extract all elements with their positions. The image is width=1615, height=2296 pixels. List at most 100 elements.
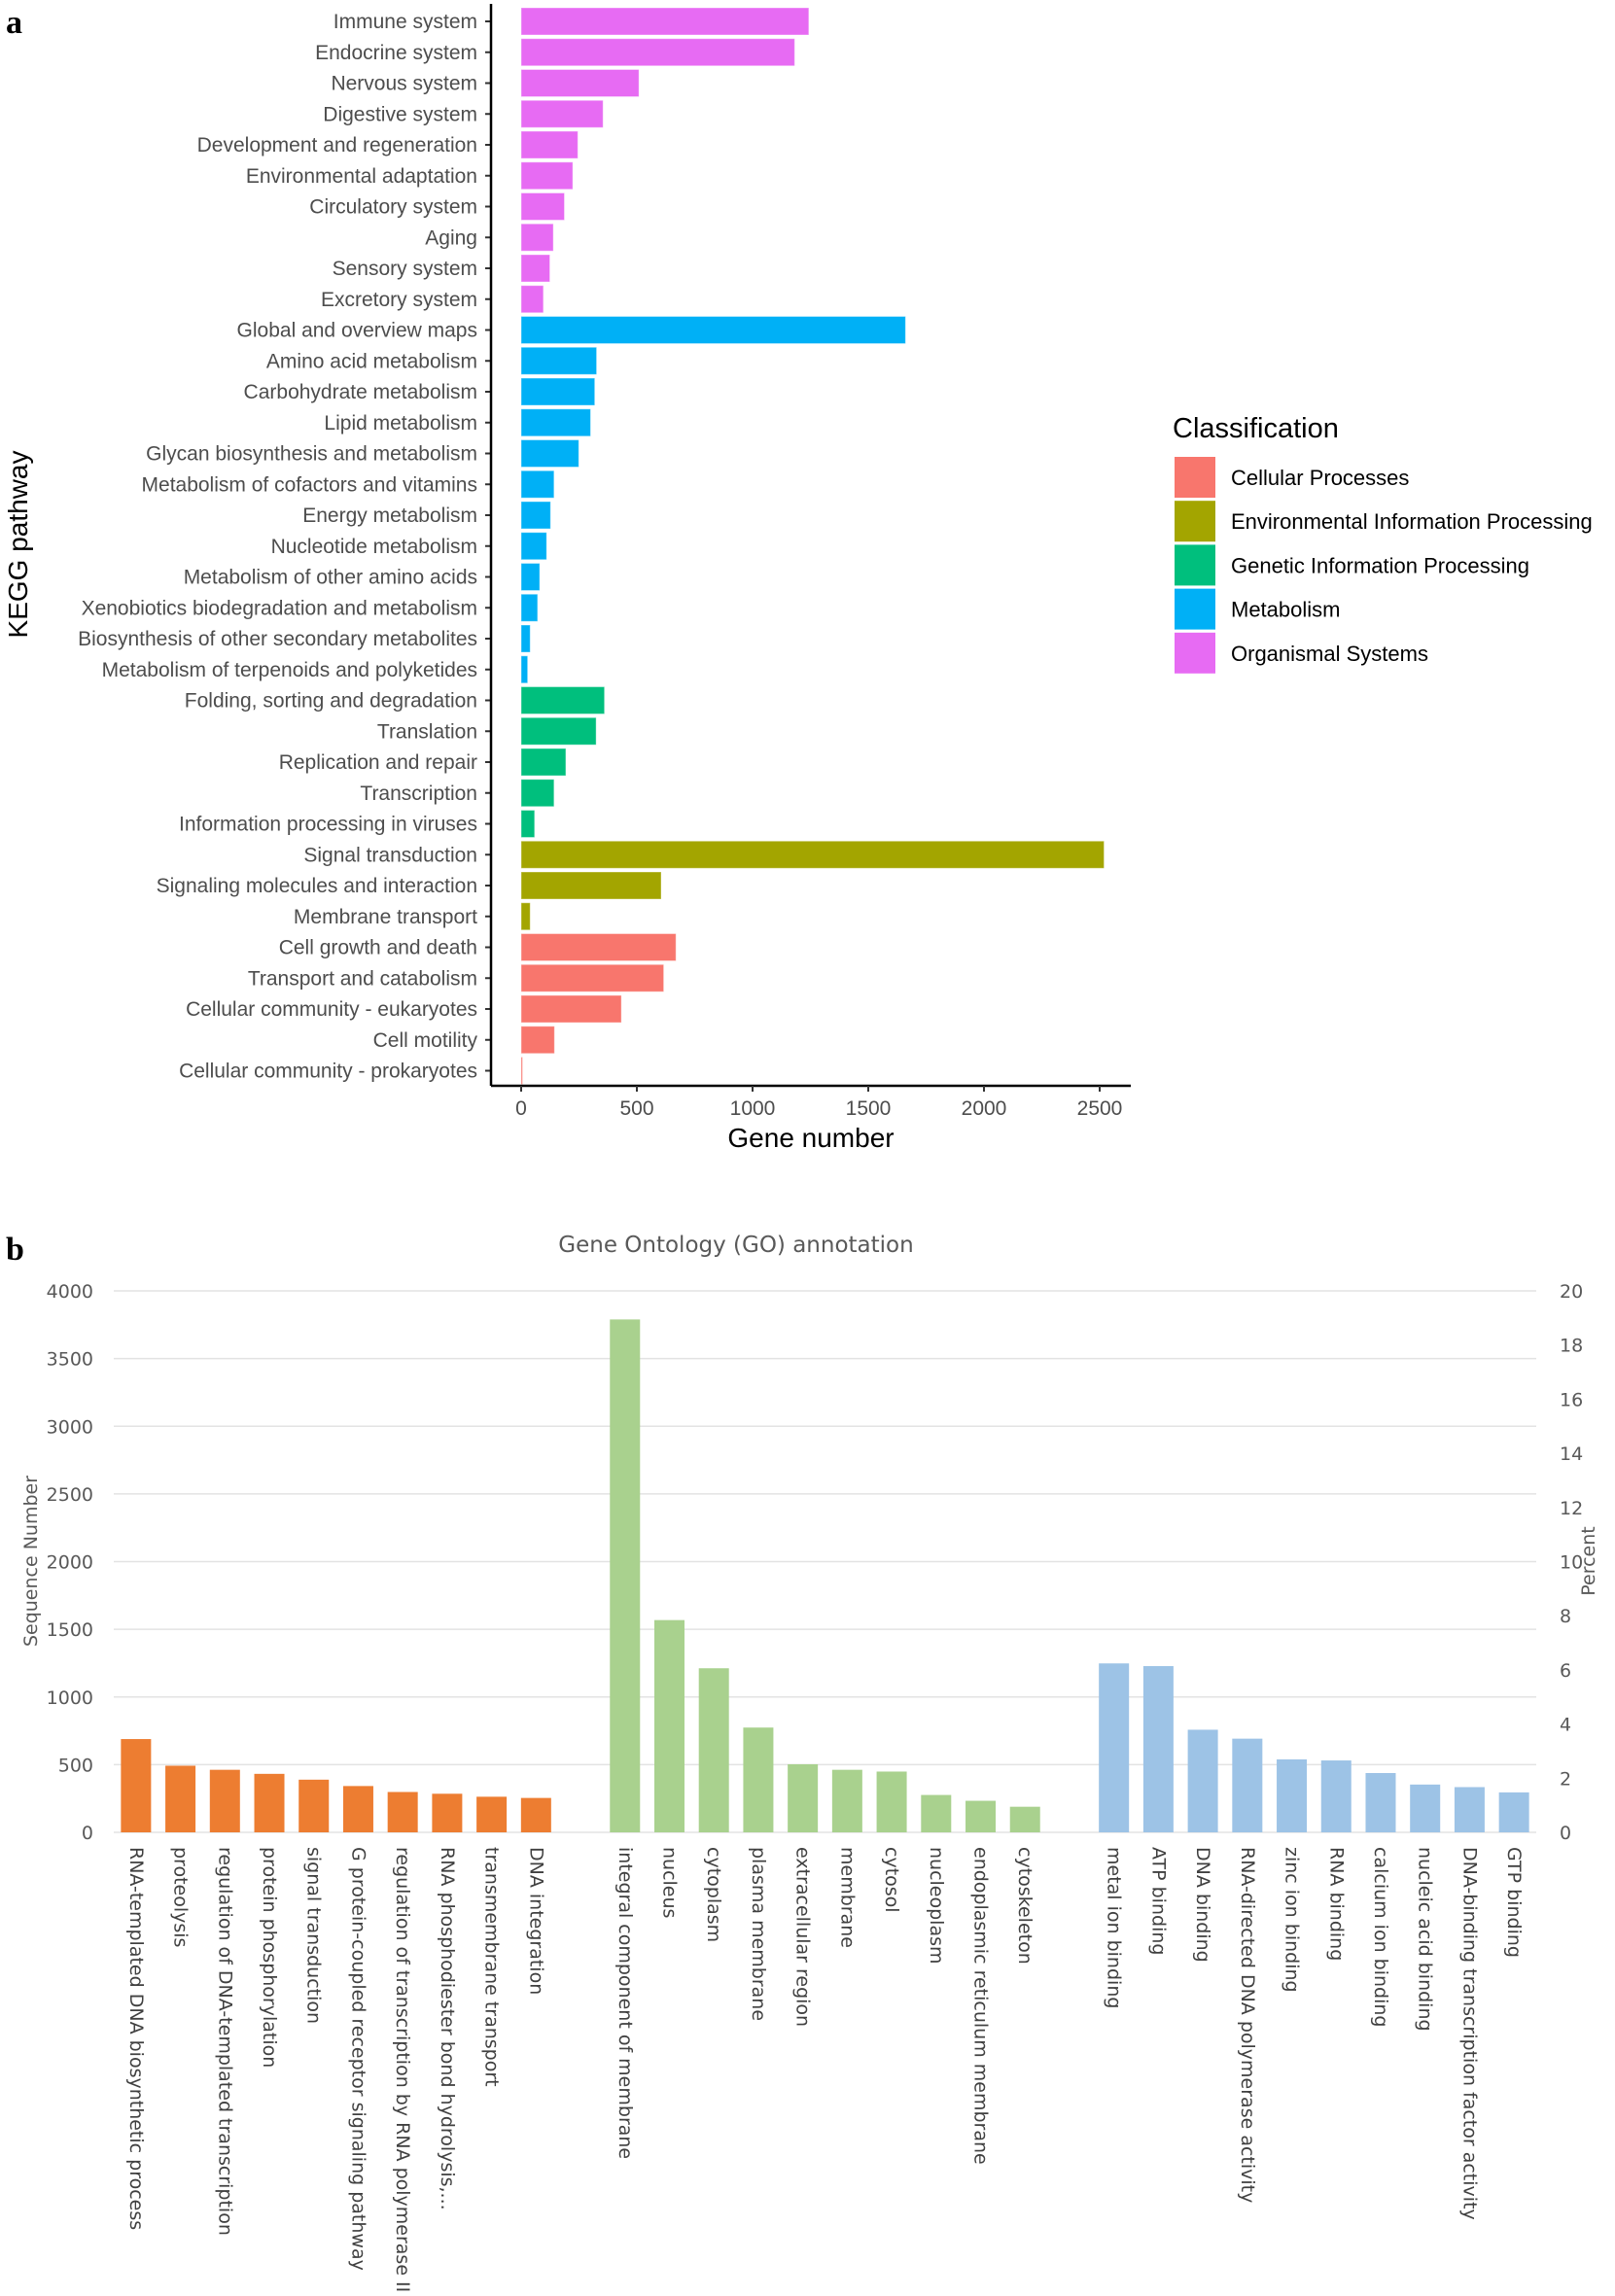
go-bar: [876, 1771, 907, 1832]
kegg-bar: [520, 933, 677, 961]
y2-tick-label: 20: [1560, 1281, 1583, 1303]
kegg-bar: [520, 779, 555, 808]
kegg-bar: [520, 1057, 523, 1085]
kegg-category-label: Sensory system: [333, 258, 477, 280]
y-tick-label: 2000: [47, 1552, 93, 1574]
y-tick-label: 3500: [47, 1349, 93, 1371]
kegg-category-label: Transport and catabolism: [248, 967, 477, 990]
kegg-category-label: Cell motility: [373, 1029, 478, 1052]
go-category-label: RNA binding: [1325, 1847, 1347, 1961]
panel-label-b: b: [6, 1232, 24, 1268]
kegg-category-label: Glycan biosynthesis and metabolism: [146, 443, 477, 466]
go-category-label: extracellular region: [792, 1847, 814, 2027]
kegg-bar: [520, 192, 566, 221]
go-bar: [1365, 1773, 1396, 1832]
y-tick-label: 1500: [47, 1619, 93, 1641]
y2-tick-label: 4: [1560, 1715, 1571, 1736]
x-tick-label: 1500: [846, 1097, 892, 1120]
kegg-category-label: Amino acid metabolism: [266, 350, 477, 372]
y-axis-title: KEGG pathway: [3, 451, 33, 639]
kegg-bar: [520, 223, 554, 252]
go-category-label: GTP binding: [1503, 1847, 1525, 1958]
kegg-category-label: Circulatory system: [309, 196, 477, 219]
y2-tick-label: 2: [1560, 1768, 1571, 1790]
kegg-category-label: Development and regeneration: [197, 134, 477, 157]
kegg-category-label: Membrane transport: [294, 906, 477, 928]
x-tick-label: 2000: [962, 1097, 1007, 1120]
go-category-label: calcium ion binding: [1370, 1847, 1391, 2028]
kegg-category-label: Cellular community - eukaryotes: [186, 998, 477, 1021]
kegg-bar: [520, 963, 665, 992]
kegg-category-label: Nucleotide metabolism: [271, 536, 477, 558]
go-category-label: protein phosphorylation: [259, 1847, 280, 2068]
kegg-bar: [520, 316, 906, 344]
go-category-label: nucleus: [658, 1847, 680, 1918]
go-category-label: signal transduction: [303, 1847, 325, 2024]
kegg-bar: [520, 470, 555, 499]
kegg-category-label: Immune system: [334, 11, 477, 33]
go-category-label: DNA-binding transcription factor activit…: [1458, 1847, 1480, 2220]
go-category-label: RNA-directed DNA polymerase activity: [1237, 1847, 1258, 2203]
go-bar: [1232, 1738, 1263, 1832]
kegg-bar: [520, 810, 536, 838]
go-category-label: membrane: [836, 1847, 858, 1948]
go-bar: [121, 1739, 152, 1832]
go-category-label: cytoskeleton: [1014, 1847, 1036, 1965]
y-tick-label: 3000: [47, 1416, 93, 1438]
go-bar: [831, 1769, 862, 1832]
go-bar: [743, 1727, 774, 1832]
kegg-bar: [520, 624, 531, 653]
kegg-bar: [520, 408, 591, 437]
legend-label: Metabolism: [1231, 598, 1340, 622]
go-category-label: RNA-templated DNA biosynthetic process: [125, 1847, 147, 2230]
kegg-category-label: Metabolism of terpenoids and polyketides: [102, 659, 477, 681]
go-category-label: regulation of transcription by RNA polym…: [392, 1847, 413, 2292]
y2-tick-label: 18: [1560, 1336, 1583, 1357]
y-tick-label: 2500: [47, 1484, 93, 1506]
kegg-category-label: Signaling molecules and interaction: [157, 875, 477, 897]
kegg-bar: [520, 130, 579, 159]
legend-swatch: [1175, 588, 1215, 630]
legend-label: Environmental Information Processing: [1231, 509, 1593, 534]
legend-swatch: [1175, 544, 1215, 586]
kegg-bar: [520, 840, 1106, 869]
kegg-bar: [520, 346, 598, 375]
legend-swatch: [1175, 501, 1215, 542]
go-category-label: proteolysis: [170, 1847, 192, 1947]
kegg-category-label: Translation: [377, 720, 477, 743]
go-bar: [209, 1769, 240, 1832]
go-bar: [165, 1765, 196, 1832]
chart-title: Gene Ontology (GO) annotation: [558, 1233, 913, 1258]
kegg-category-label: Metabolism of other amino acids: [184, 567, 477, 589]
kegg-category-label: Excretory system: [321, 289, 477, 311]
kegg-category-label: Xenobiotics biodegradation and metabolis…: [82, 597, 477, 619]
go-category-label: regulation of DNA-templated transcriptio…: [214, 1847, 235, 2236]
go-bar: [1498, 1792, 1529, 1832]
kegg-category-label: Cellular community - prokaryotes: [179, 1061, 477, 1083]
go-bar: [520, 1797, 551, 1832]
y-tick-label: 1000: [47, 1687, 93, 1709]
go-bar: [921, 1794, 952, 1832]
go-chart: b Gene Ontology (GO) annotation 0 500 1000 15…: [6, 1232, 1599, 2292]
go-category-label: endoplasmic reticulum membrane: [970, 1847, 992, 2165]
go-category-label: integral component of membrane: [614, 1847, 636, 2159]
kegg-category-label: Digestive system: [323, 103, 477, 125]
kegg-bar: [520, 716, 597, 746]
go-category-label: DNA integration: [525, 1847, 546, 1995]
go-category-label: cytoplasm: [703, 1847, 724, 1942]
go-category-label: plasma membrane: [748, 1847, 769, 2021]
kegg-bar: [520, 99, 604, 128]
kegg-category-label: Metabolism of cofactors and vitamins: [142, 473, 477, 496]
legend-title: Classification: [1173, 413, 1339, 444]
kegg-category-label: Aging: [425, 226, 477, 249]
kegg-bar: [520, 748, 567, 777]
kegg-bar: [520, 377, 596, 406]
go-bar: [476, 1796, 508, 1832]
y2-tick-label: 16: [1560, 1389, 1583, 1410]
kegg-bar: [520, 285, 544, 314]
kegg-category-label: Lipid metabolism: [324, 412, 477, 435]
kegg-category-label: Cell growth and death: [279, 937, 477, 959]
kegg-category-label: Environmental adaptation: [246, 165, 477, 188]
go-bar: [653, 1619, 685, 1832]
